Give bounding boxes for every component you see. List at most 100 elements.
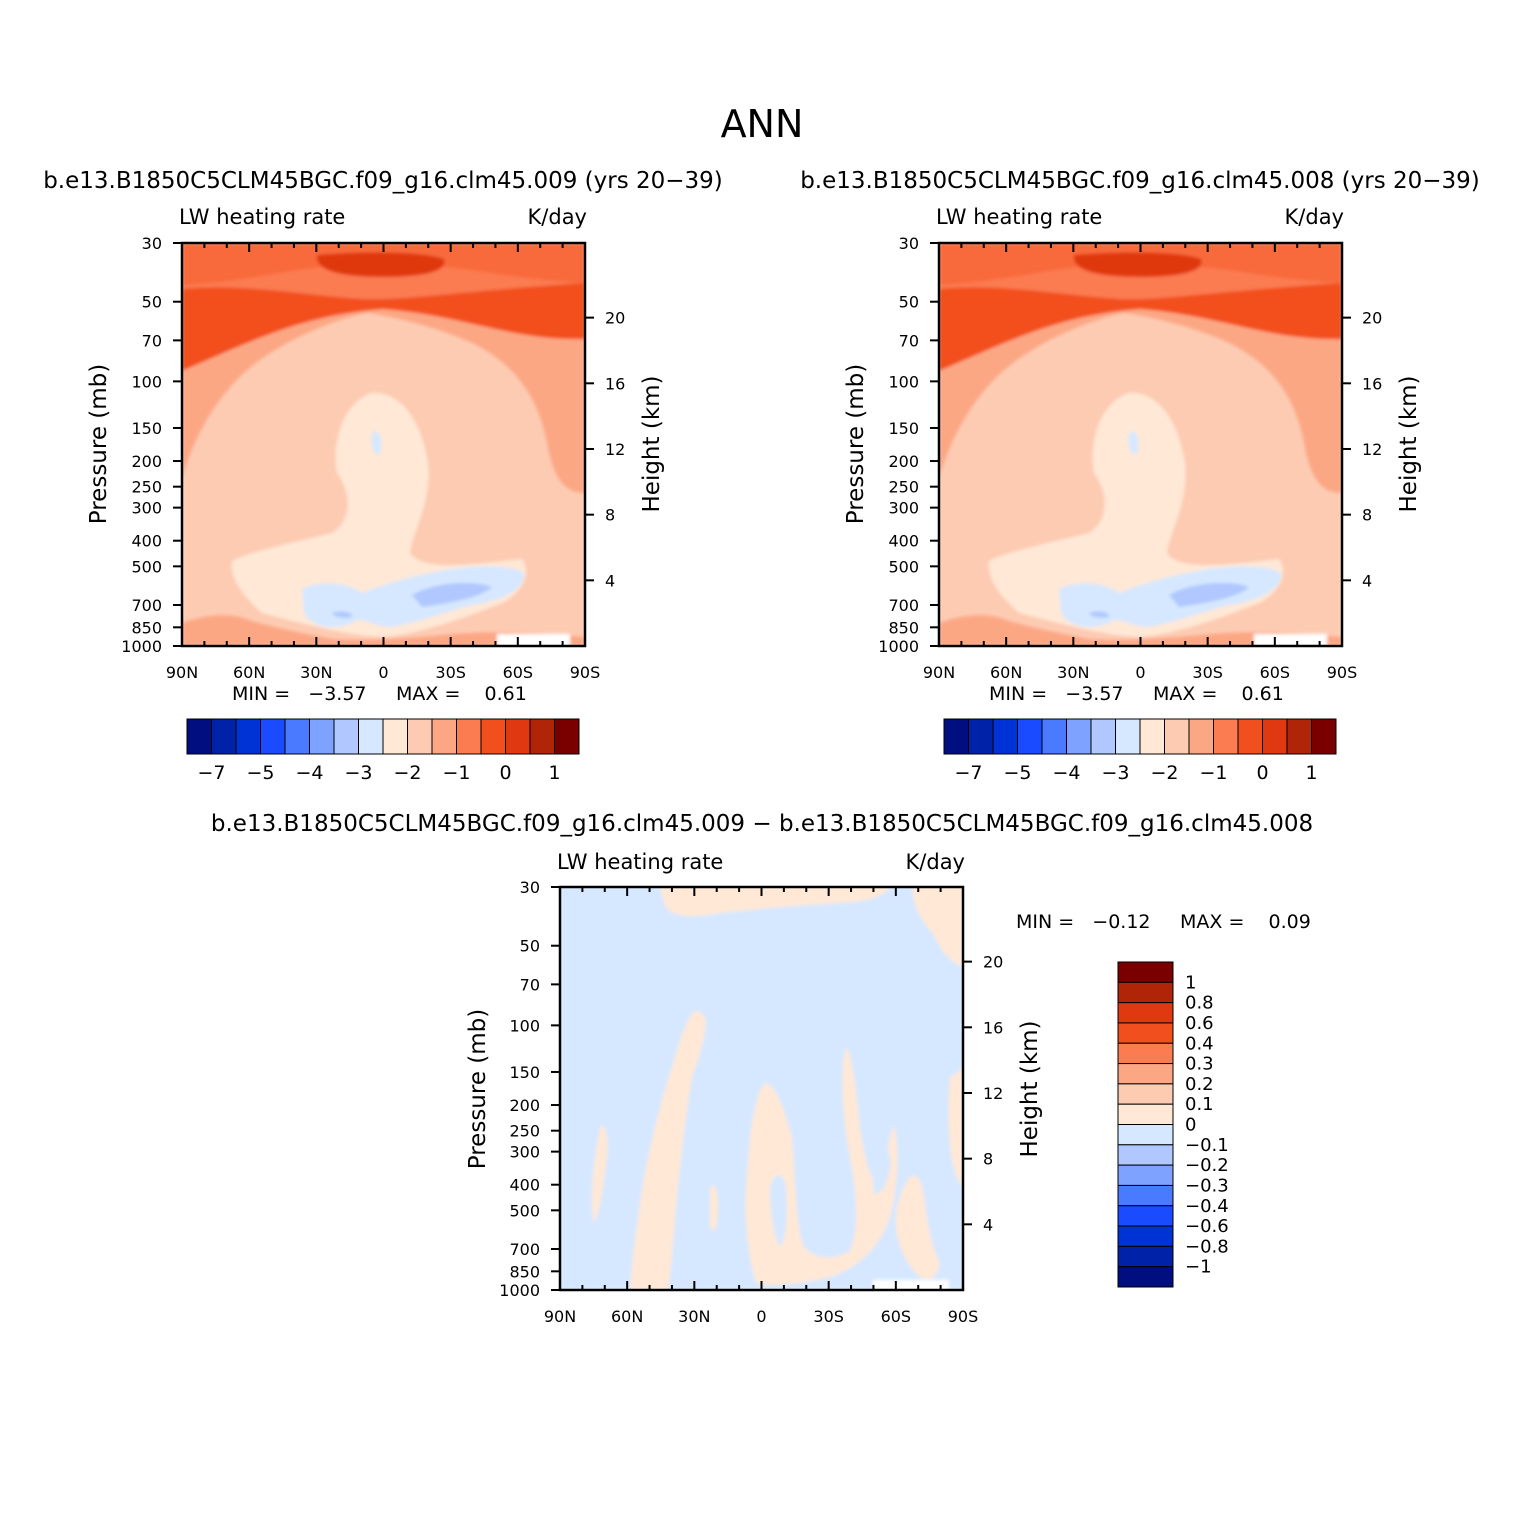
colorbar-label: −4	[295, 762, 323, 784]
y2-tick-label: 12	[983, 1084, 1003, 1103]
y-tick-label: 100	[509, 1016, 540, 1035]
y-tick-label: 70	[142, 331, 162, 350]
y2-tick-label: 16	[1362, 374, 1382, 393]
y2-tick-label: 4	[983, 1215, 993, 1234]
colorbar-box	[1117, 981, 1174, 1004]
colorbar-label: 0.2	[1185, 1074, 1214, 1095]
colorbar-box	[186, 718, 212, 755]
colorbar-box	[1139, 718, 1165, 755]
y-tick-label: 50	[520, 937, 540, 956]
colorbar-box	[1117, 1184, 1174, 1207]
colorbar-box	[1117, 1124, 1174, 1146]
y-tick-label: 30	[899, 234, 919, 253]
colorbar-box	[1117, 1103, 1174, 1125]
colorbar-box	[309, 718, 335, 755]
colorbar-label: 1	[1185, 972, 1196, 993]
colorbar-box	[431, 718, 457, 755]
y-tick-label: 250	[888, 478, 919, 497]
min-label: MIN = −3.57	[989, 683, 1124, 705]
y-tick-label: 1000	[878, 637, 919, 656]
colorbar-label: 0.1	[1185, 1094, 1214, 1115]
x-tick-label: 90S	[1327, 663, 1358, 682]
colorbar-box	[554, 718, 580, 755]
colorbar-label: 0	[1256, 762, 1268, 784]
units-label: K/day	[1285, 205, 1344, 229]
variable-label: LW heating rate	[179, 205, 345, 229]
colorbar-label: 1	[548, 762, 560, 784]
y-axis-label: Pressure (mb)	[843, 364, 869, 524]
panel-case1: b.e13.B1850C5CLM45BGC.f09_g16.clm45.009 …	[43, 168, 723, 784]
colorbar-label: −0.1	[1185, 1135, 1229, 1156]
colorbar-label: −1	[1199, 762, 1227, 784]
panel-case2: b.e13.B1850C5CLM45BGC.f09_g16.clm45.008 …	[800, 168, 1480, 784]
colorbar-label: 0	[1185, 1115, 1196, 1136]
y2-tick-label: 20	[605, 309, 625, 328]
colorbar-label: −3	[1101, 762, 1129, 784]
colorbar-box	[407, 718, 433, 755]
y-tick-label: 50	[899, 293, 919, 312]
y-tick-label: 400	[509, 1176, 540, 1195]
colorbar-label: 0.6	[1185, 1013, 1214, 1034]
y-tick-label: 30	[142, 234, 162, 253]
colorbar-box	[1017, 718, 1043, 755]
y-tick-label: 200	[131, 452, 162, 471]
y-tick-label: 1000	[499, 1281, 540, 1300]
variable-label: LW heating rate	[936, 205, 1102, 229]
x-tick-label: 30N	[300, 663, 332, 682]
y-tick-label: 1000	[121, 637, 162, 656]
x-tick-label: 60S	[881, 1307, 912, 1326]
y-tick-label: 70	[520, 975, 540, 994]
colorbar-box	[1117, 1083, 1174, 1105]
y2-tick-label: 4	[605, 571, 615, 590]
colorbar-label: −5	[1003, 762, 1031, 784]
colorbar-box	[1117, 1266, 1174, 1288]
y2-tick-label: 20	[983, 953, 1003, 972]
x-tick-label: 30S	[813, 1307, 844, 1326]
colorbar-box	[480, 718, 506, 755]
colorbar-label: −0.2	[1185, 1155, 1229, 1176]
colorbar-box	[943, 718, 969, 755]
y-tick-label: 850	[509, 1262, 540, 1281]
x-tick-label: 60N	[611, 1307, 643, 1326]
contour-field	[939, 243, 1342, 646]
colorbar-label: −2	[1150, 762, 1178, 784]
colorbar-label: −1	[1185, 1257, 1212, 1278]
y2-tick-label: 4	[1362, 571, 1372, 590]
min-label: MIN = −0.12	[1016, 911, 1151, 933]
colorbar-box	[1262, 718, 1288, 755]
y-tick-label: 150	[509, 1063, 540, 1082]
panel-title: b.e13.B1850C5CLM45BGC.f09_g16.clm45.009 …	[43, 168, 723, 194]
colorbar-box	[1041, 718, 1067, 755]
colorbar-box	[260, 718, 286, 755]
x-tick-label: 0	[756, 1307, 766, 1326]
colorbar-box	[1117, 1164, 1174, 1186]
colorbar-box	[1117, 1042, 1174, 1065]
x-tick-label: 0	[378, 663, 388, 682]
colorbar-box	[1066, 718, 1092, 755]
contour-field	[182, 243, 585, 646]
colorbar-label: 1	[1305, 762, 1317, 784]
colorbar-box	[382, 718, 408, 755]
colorbar-label: 0.3	[1185, 1054, 1214, 1075]
colorbar-box	[529, 718, 555, 755]
colorbar-box	[1117, 1205, 1174, 1227]
colorbar-label: −2	[393, 762, 421, 784]
y2-tick-label: 16	[605, 374, 625, 393]
colorbar-box	[333, 718, 359, 755]
y-tick-label: 850	[888, 618, 919, 637]
y-tick-label: 150	[888, 419, 919, 438]
colorbar-label: −0.6	[1185, 1216, 1229, 1237]
colorbar-box	[1164, 718, 1190, 755]
x-tick-label: 30N	[678, 1307, 710, 1326]
colorbar-label: −0.4	[1185, 1196, 1229, 1217]
x-tick-label: 30S	[435, 663, 466, 682]
x-tick-label: 90S	[948, 1307, 979, 1326]
min-label: MIN = −3.57	[232, 683, 367, 705]
y-tick-label: 400	[131, 532, 162, 551]
x-tick-label: 90S	[570, 663, 601, 682]
x-tick-label: 30N	[1057, 663, 1089, 682]
colorbar-box	[358, 718, 384, 755]
x-tick-label: 0	[1135, 663, 1145, 682]
y2-tick-label: 12	[605, 440, 625, 459]
panel-title: b.e13.B1850C5CLM45BGC.f09_g16.clm45.009 …	[211, 811, 1313, 837]
